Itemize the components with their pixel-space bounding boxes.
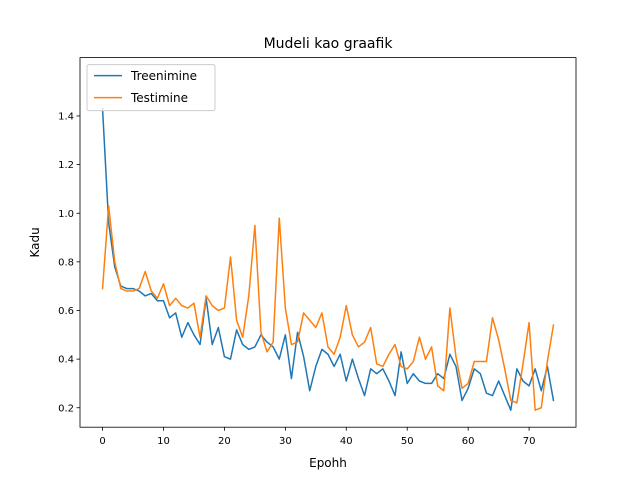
y-tick-label: 0.6 (58, 306, 74, 317)
x-axis-label: Epohh (309, 456, 347, 470)
series-layer (101, 107, 555, 411)
x-tick-label: 50 (401, 436, 414, 447)
x-tick-label: 60 (462, 436, 475, 447)
y-axis-label: Kadu (28, 227, 42, 257)
y-tick-label: 1.4 (58, 112, 74, 123)
series-line-testimine (101, 205, 555, 411)
x-axis: 0 10 20 30 40 50 60 70 (99, 427, 535, 447)
x-tick-label: 20 (218, 436, 231, 447)
x-tick-label: 0 (99, 436, 105, 447)
series-line-treenimine (101, 107, 555, 411)
y-tick-label: 0.4 (58, 355, 74, 366)
legend-label-testimine: Testimine (130, 91, 188, 105)
legend: Treenimine Testimine (86, 64, 216, 112)
axes-frame (79, 57, 577, 428)
y-axis: 0.2 0.4 0.6 0.8 1.0 1.2 1.4 (58, 112, 80, 414)
x-tick-label: 10 (157, 436, 170, 447)
chart-title: Mudeli kao graafik (264, 36, 394, 52)
plot-area (79, 57, 577, 428)
y-tick-label: 1.2 (58, 160, 74, 171)
y-tick-label: 0.2 (58, 403, 74, 414)
x-tick-label: 30 (279, 436, 292, 447)
x-tick-label: 70 (523, 436, 536, 447)
legend-label-treenimine: Treenimine (130, 69, 197, 83)
y-tick-label: 0.8 (58, 257, 74, 268)
y-tick-label: 1.0 (58, 209, 74, 220)
x-tick-label: 40 (340, 436, 353, 447)
